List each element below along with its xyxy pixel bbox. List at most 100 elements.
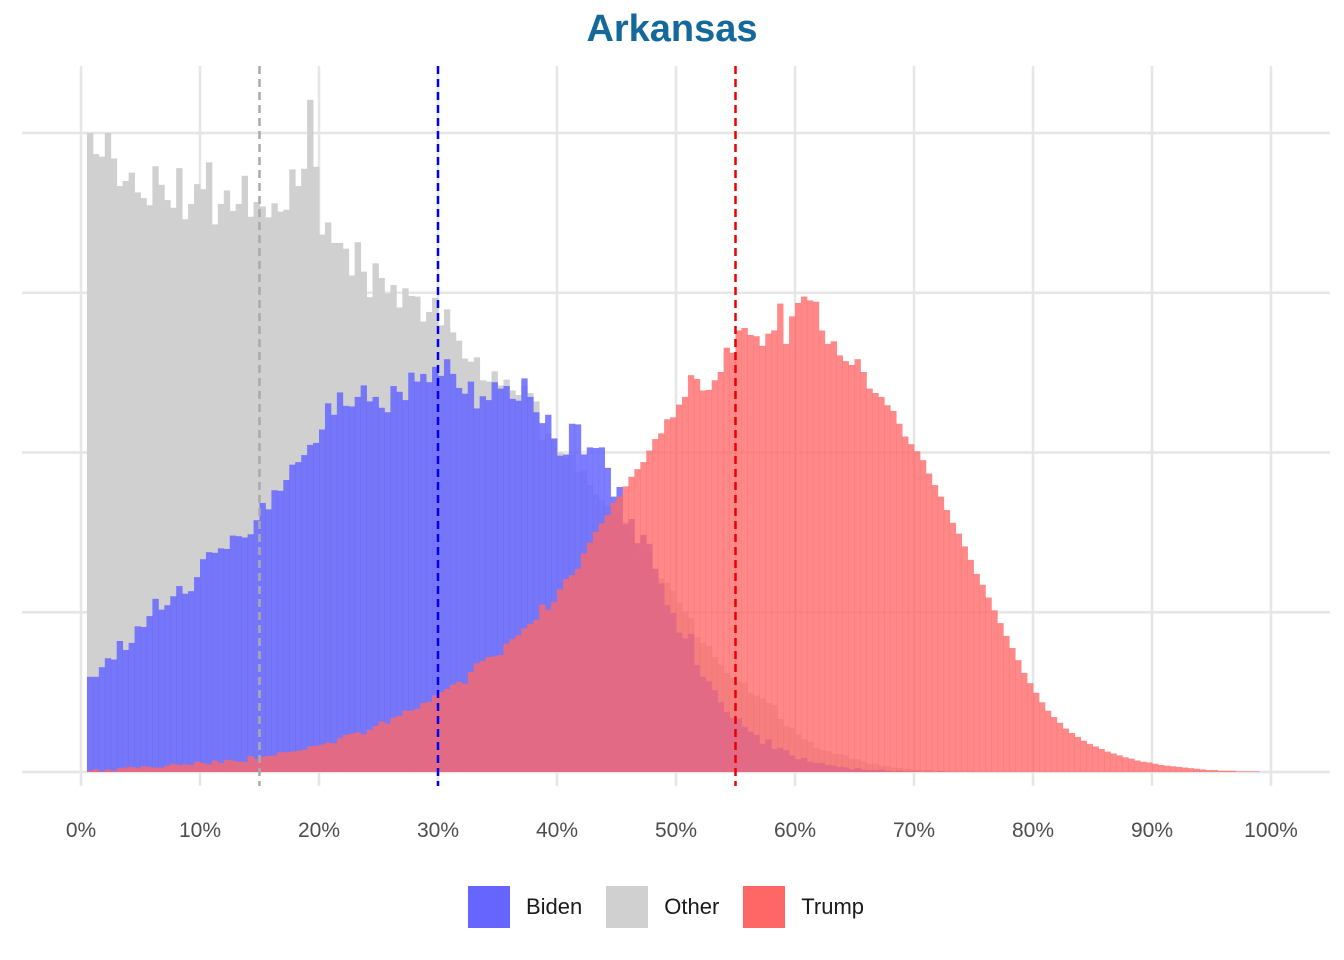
histogram-bar-other (182, 219, 189, 772)
histogram-bar-trump (491, 656, 498, 772)
series-trump (86, 296, 1260, 773)
histogram-bar-trump (1104, 751, 1111, 772)
histogram-bar-trump (158, 767, 165, 772)
histogram-bar-trump (545, 609, 552, 772)
histogram-bar-trump (307, 746, 314, 772)
histogram-bar-trump (509, 639, 516, 772)
histogram-bar-biden (485, 400, 492, 772)
histogram-bar-trump (884, 405, 891, 772)
histogram-bar-other (128, 172, 135, 772)
histogram-bar-other (140, 198, 147, 772)
histogram-bar-trump (937, 496, 945, 772)
histogram-bar-trump (533, 619, 540, 772)
histogram-bar-trump (384, 723, 391, 772)
histogram-bar-trump (527, 623, 534, 772)
histogram-bar-biden (432, 366, 439, 772)
histogram-bar-trump (1110, 753, 1117, 772)
histogram-bar-trump (628, 476, 635, 772)
histogram-bar-trump (699, 390, 707, 772)
histogram-bar-biden (408, 372, 415, 773)
histogram-bar-trump (800, 296, 808, 772)
histogram-bar-biden (378, 407, 385, 772)
histogram-bar-trump (681, 396, 689, 772)
histogram-bar-trump (330, 743, 338, 772)
histogram-bar-trump (1080, 740, 1087, 772)
histogram-bar-other (104, 133, 112, 772)
histogram-bar-other (200, 189, 207, 773)
histogram-bar-trump (1152, 763, 1159, 772)
histogram-bar-biden (438, 375, 445, 772)
histogram-bar-trump (771, 330, 778, 772)
histogram-bar-trump (1015, 660, 1022, 772)
histogram-bar-trump (128, 766, 135, 772)
histogram-bar-trump (259, 756, 266, 772)
histogram-bar-trump (1027, 683, 1034, 772)
histogram-bar-trump (152, 767, 159, 772)
chart-title: Arkansas (586, 8, 758, 50)
histogram-bar-trump (604, 515, 611, 772)
histogram-bar-trump (783, 343, 790, 772)
histogram-bar-trump (664, 419, 671, 772)
histogram-bar-biden (491, 382, 498, 772)
histogram-bar-biden (253, 520, 260, 772)
histogram-bar-trump (717, 371, 724, 772)
legend-swatch (606, 886, 649, 928)
histogram-bar-trump (164, 765, 171, 772)
histogram-bar-biden (188, 591, 195, 772)
histogram-bar-biden (473, 408, 481, 772)
histogram-bar-trump (592, 531, 600, 772)
histogram-bar-trump (1092, 746, 1099, 772)
histogram-bar-trump (973, 573, 980, 772)
histogram-bar-trump (1009, 648, 1016, 772)
histogram-bar-trump (438, 692, 445, 773)
histogram-bar-trump (1175, 766, 1183, 772)
histogram-bar-biden (402, 400, 409, 772)
histogram-bar-trump (1205, 770, 1212, 772)
histogram-bar-biden (265, 509, 272, 772)
histogram-bar-trump (967, 559, 974, 772)
legend-label: Trump (801, 894, 865, 919)
histogram-bar-trump (658, 433, 665, 772)
histogram-bar-biden (307, 444, 314, 772)
histogram-bar-trump (140, 766, 147, 772)
histogram-bar-trump (812, 301, 820, 772)
histogram-bar-biden (146, 616, 153, 772)
histogram-bar-trump (919, 460, 927, 772)
histogram-bar-trump (461, 683, 469, 772)
histogram-bar-trump (997, 623, 1004, 772)
histogram-bar-trump (1140, 761, 1147, 772)
histogram-bar-trump (687, 375, 695, 772)
histogram-bar-other (247, 216, 254, 772)
histogram-bar-trump (908, 444, 915, 772)
histogram-bar-biden (449, 373, 457, 772)
histogram-bar-trump (1086, 743, 1093, 772)
histogram-bar-trump (1044, 710, 1052, 772)
histogram-bar-trump (1223, 770, 1230, 772)
histogram-bar-biden (420, 373, 427, 772)
histogram-bar-trump (348, 733, 356, 772)
histogram-bar-trump (426, 701, 433, 772)
histogram-bar-trump (568, 575, 576, 772)
histogram-bar-trump (92, 769, 100, 772)
x-tick-label: 90% (1131, 819, 1173, 842)
histogram-bar-biden (467, 381, 475, 772)
histogram-bar-trump (580, 553, 588, 772)
legend-label: Biden (525, 894, 583, 919)
histogram-bar-biden (92, 676, 100, 772)
histogram-bar-trump (842, 361, 849, 772)
histogram-bar-trump (777, 303, 784, 772)
histogram-bar-trump (194, 761, 201, 772)
histogram-bar-trump (896, 423, 903, 772)
histogram-bar-trump (1146, 762, 1153, 772)
histogram-bar-trump (646, 450, 653, 772)
histogram-bar-trump (705, 389, 713, 772)
histogram-bar-biden (545, 414, 552, 772)
histogram-bar-trump (955, 533, 962, 772)
histogram-bar-trump (265, 756, 272, 772)
histogram-bar-trump (1074, 736, 1081, 773)
histogram-bar-biden (289, 464, 296, 772)
histogram-bar-trump (1211, 770, 1218, 772)
histogram-bar-trump (521, 628, 528, 773)
histogram-bar-trump (319, 744, 326, 772)
histogram-bar-trump (765, 333, 772, 772)
